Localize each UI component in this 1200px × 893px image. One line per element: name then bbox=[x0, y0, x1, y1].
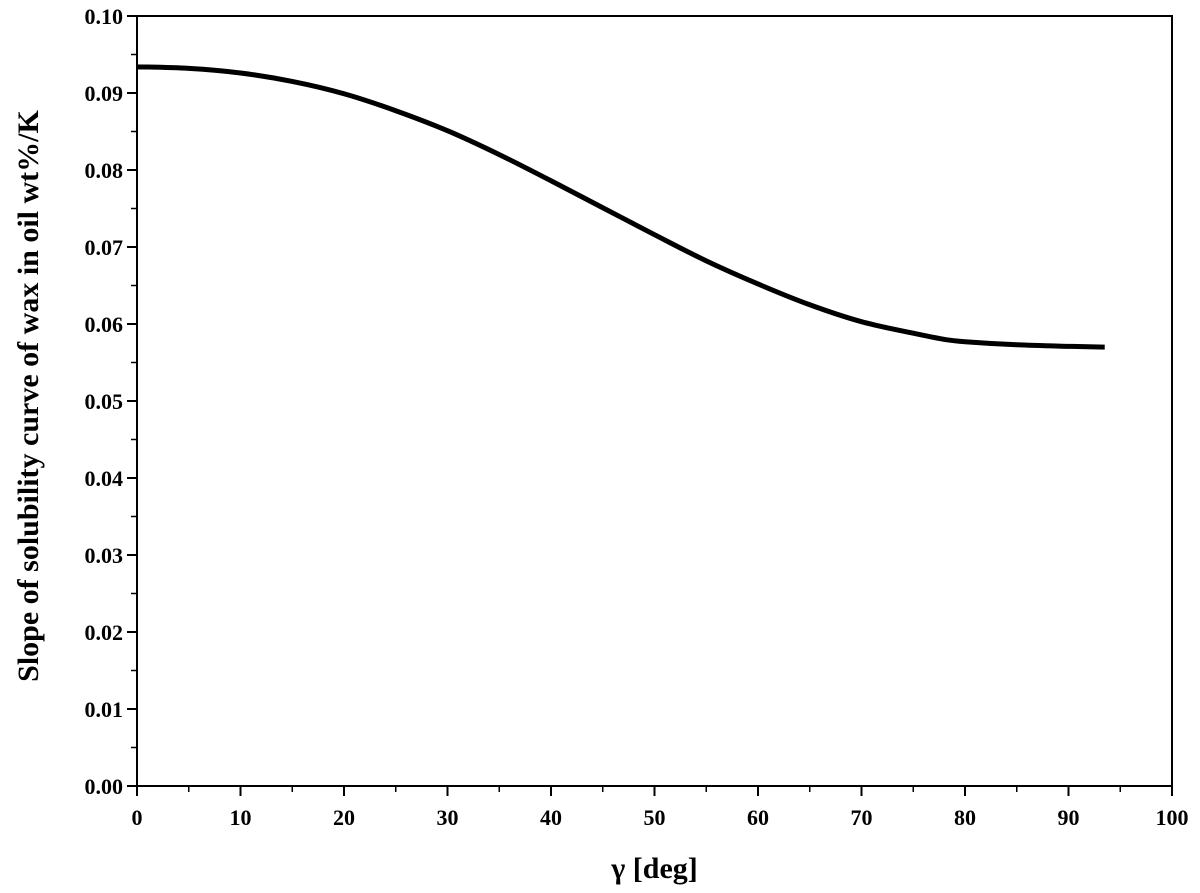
x-tick-label: 0 bbox=[132, 805, 143, 830]
x-axis: 0 10 20 30 40 50 60 70 80 90 100 bbox=[132, 786, 1189, 830]
y-tick-label: 0.01 bbox=[85, 697, 124, 722]
x-tick-label: 60 bbox=[747, 805, 769, 830]
y-tick-label: 0.04 bbox=[85, 466, 124, 491]
y-tick-label: 0.02 bbox=[85, 620, 124, 645]
x-tick-label: 50 bbox=[644, 805, 666, 830]
y-axis-title: Slope of solubility curve of wax in oil … bbox=[12, 109, 45, 681]
y-tick-label: 0.05 bbox=[85, 389, 124, 414]
y-axis: 0.00 0.01 0.02 0.03 0.04 0.05 0.06 0.07 0.08 0.09… bbox=[85, 4, 137, 799]
x-tick-label: 20 bbox=[333, 805, 355, 830]
series-layer bbox=[136, 64, 1105, 350]
y-tick-label: 0.10 bbox=[85, 4, 124, 29]
x-tick-label: 100 bbox=[1156, 805, 1189, 830]
y-tick-label: 0.08 bbox=[85, 158, 124, 183]
x-tick-label: 10 bbox=[230, 805, 252, 830]
y-tick-label: 0.06 bbox=[85, 312, 124, 337]
x-tick-label: 90 bbox=[1058, 805, 1080, 830]
y-tick-label: 0.00 bbox=[85, 774, 124, 799]
y-tick-label: 0.09 bbox=[85, 81, 124, 106]
x-tick-label: 70 bbox=[851, 805, 873, 830]
plot-border bbox=[136, 15, 1173, 787]
x-axis-title: γ [deg] bbox=[610, 852, 698, 885]
x-tick-label: 80 bbox=[954, 805, 976, 830]
x-tick-label: 40 bbox=[540, 805, 562, 830]
series-line bbox=[136, 64, 1105, 350]
y-tick-label: 0.07 bbox=[85, 235, 124, 260]
plot-frame bbox=[136, 15, 1173, 787]
y-tick-label: 0.03 bbox=[85, 543, 124, 568]
x-tick-label: 30 bbox=[437, 805, 459, 830]
